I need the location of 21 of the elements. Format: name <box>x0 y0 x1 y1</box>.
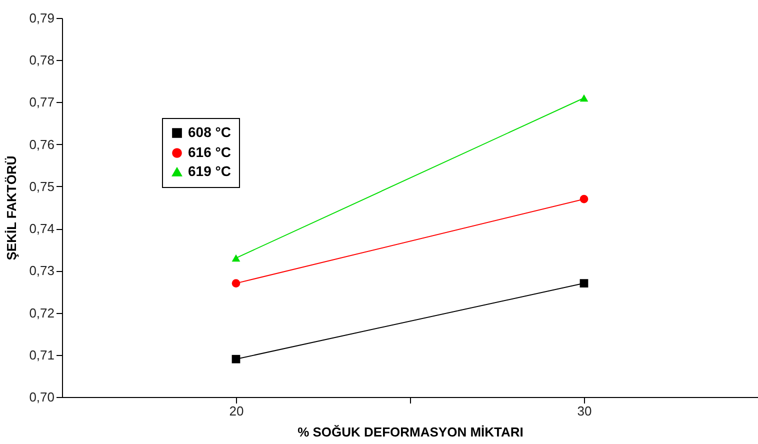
y-tick-label: 0,70 <box>29 390 54 404</box>
point <box>580 279 588 288</box>
x-tick-label: 20 <box>229 404 244 418</box>
point <box>580 194 588 204</box>
legend-label: 608 °C <box>188 124 231 140</box>
x-axis-title: % SOĞUK DEFORMASYON MİKTARI <box>298 424 524 440</box>
point <box>232 279 240 288</box>
y-tick-label: 0,71 <box>29 347 54 362</box>
legend-label: 619 °C <box>188 163 231 179</box>
y-tick-label: 0,75 <box>29 178 54 194</box>
y-tick-label: 0,74 <box>29 221 54 236</box>
y-axis-title: ŞEKİL FAKTÖRÜ <box>4 156 20 260</box>
x-tick-label: 30 <box>577 404 592 418</box>
y-tick-label: 0,73 <box>29 263 54 278</box>
y-tick-label: 0,72 <box>29 305 54 320</box>
y-tick-label: 0,76 <box>29 136 54 152</box>
y-tick-label: 0,78 <box>29 52 54 68</box>
legend-label: 616 °C <box>188 144 231 160</box>
y-tick-label: 0,79 <box>29 10 54 26</box>
point <box>232 354 240 364</box>
y-tick-label: 0,77 <box>29 94 54 110</box>
